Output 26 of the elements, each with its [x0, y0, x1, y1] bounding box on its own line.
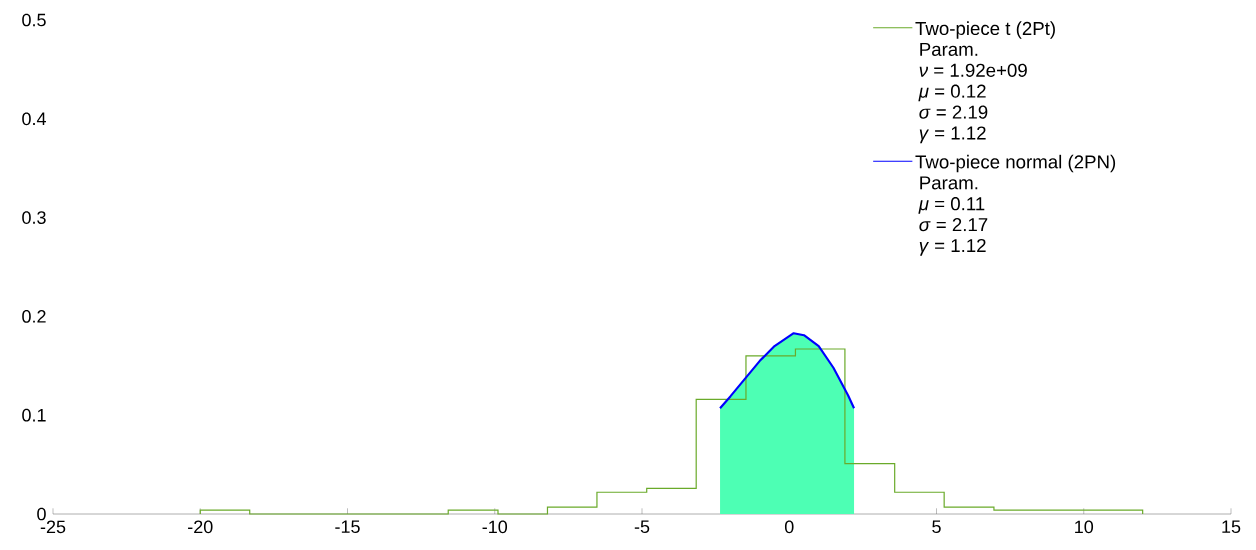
- x-tick-label: 5: [932, 520, 941, 534]
- y-tick-label: 0.5: [22, 13, 46, 27]
- y-tick-label: 0.1: [22, 408, 46, 422]
- x-tick-label: -15: [335, 520, 360, 534]
- annotation: ν = 1.92e+09: [919, 63, 1027, 77]
- x-tick-label: 0: [784, 520, 794, 534]
- annotation: γ = 1.12: [919, 238, 986, 256]
- legend-label: Two-piece normal (2PN): [915, 154, 1116, 173]
- x-tick-label: 10: [1075, 520, 1094, 534]
- annotation: μ = 0.12: [918, 84, 986, 102]
- annotation: Param.: [920, 42, 978, 56]
- annotation: σ = 2.17: [919, 218, 988, 232]
- x-tick-label: -5: [634, 520, 650, 534]
- annotation: Param.: [920, 176, 978, 190]
- y-tick-label: 0.4: [22, 112, 46, 126]
- x-tick-label: 15: [1222, 520, 1241, 534]
- legend-label: Two-piece t (2Pt): [915, 21, 1055, 39]
- annotation: γ = 1.12: [919, 126, 986, 144]
- x-tick-label: -25: [40, 520, 66, 534]
- annotation: μ = 0.11: [918, 197, 985, 214]
- y-tick-label: 0.2: [22, 310, 46, 323]
- y-tick-label: 0.3: [22, 211, 46, 224]
- y-tick-label: 0: [37, 507, 46, 521]
- x-tick-label: -10: [482, 520, 508, 534]
- annotation: σ = 2.19: [919, 105, 988, 119]
- x-tick-label: -20: [188, 520, 213, 534]
